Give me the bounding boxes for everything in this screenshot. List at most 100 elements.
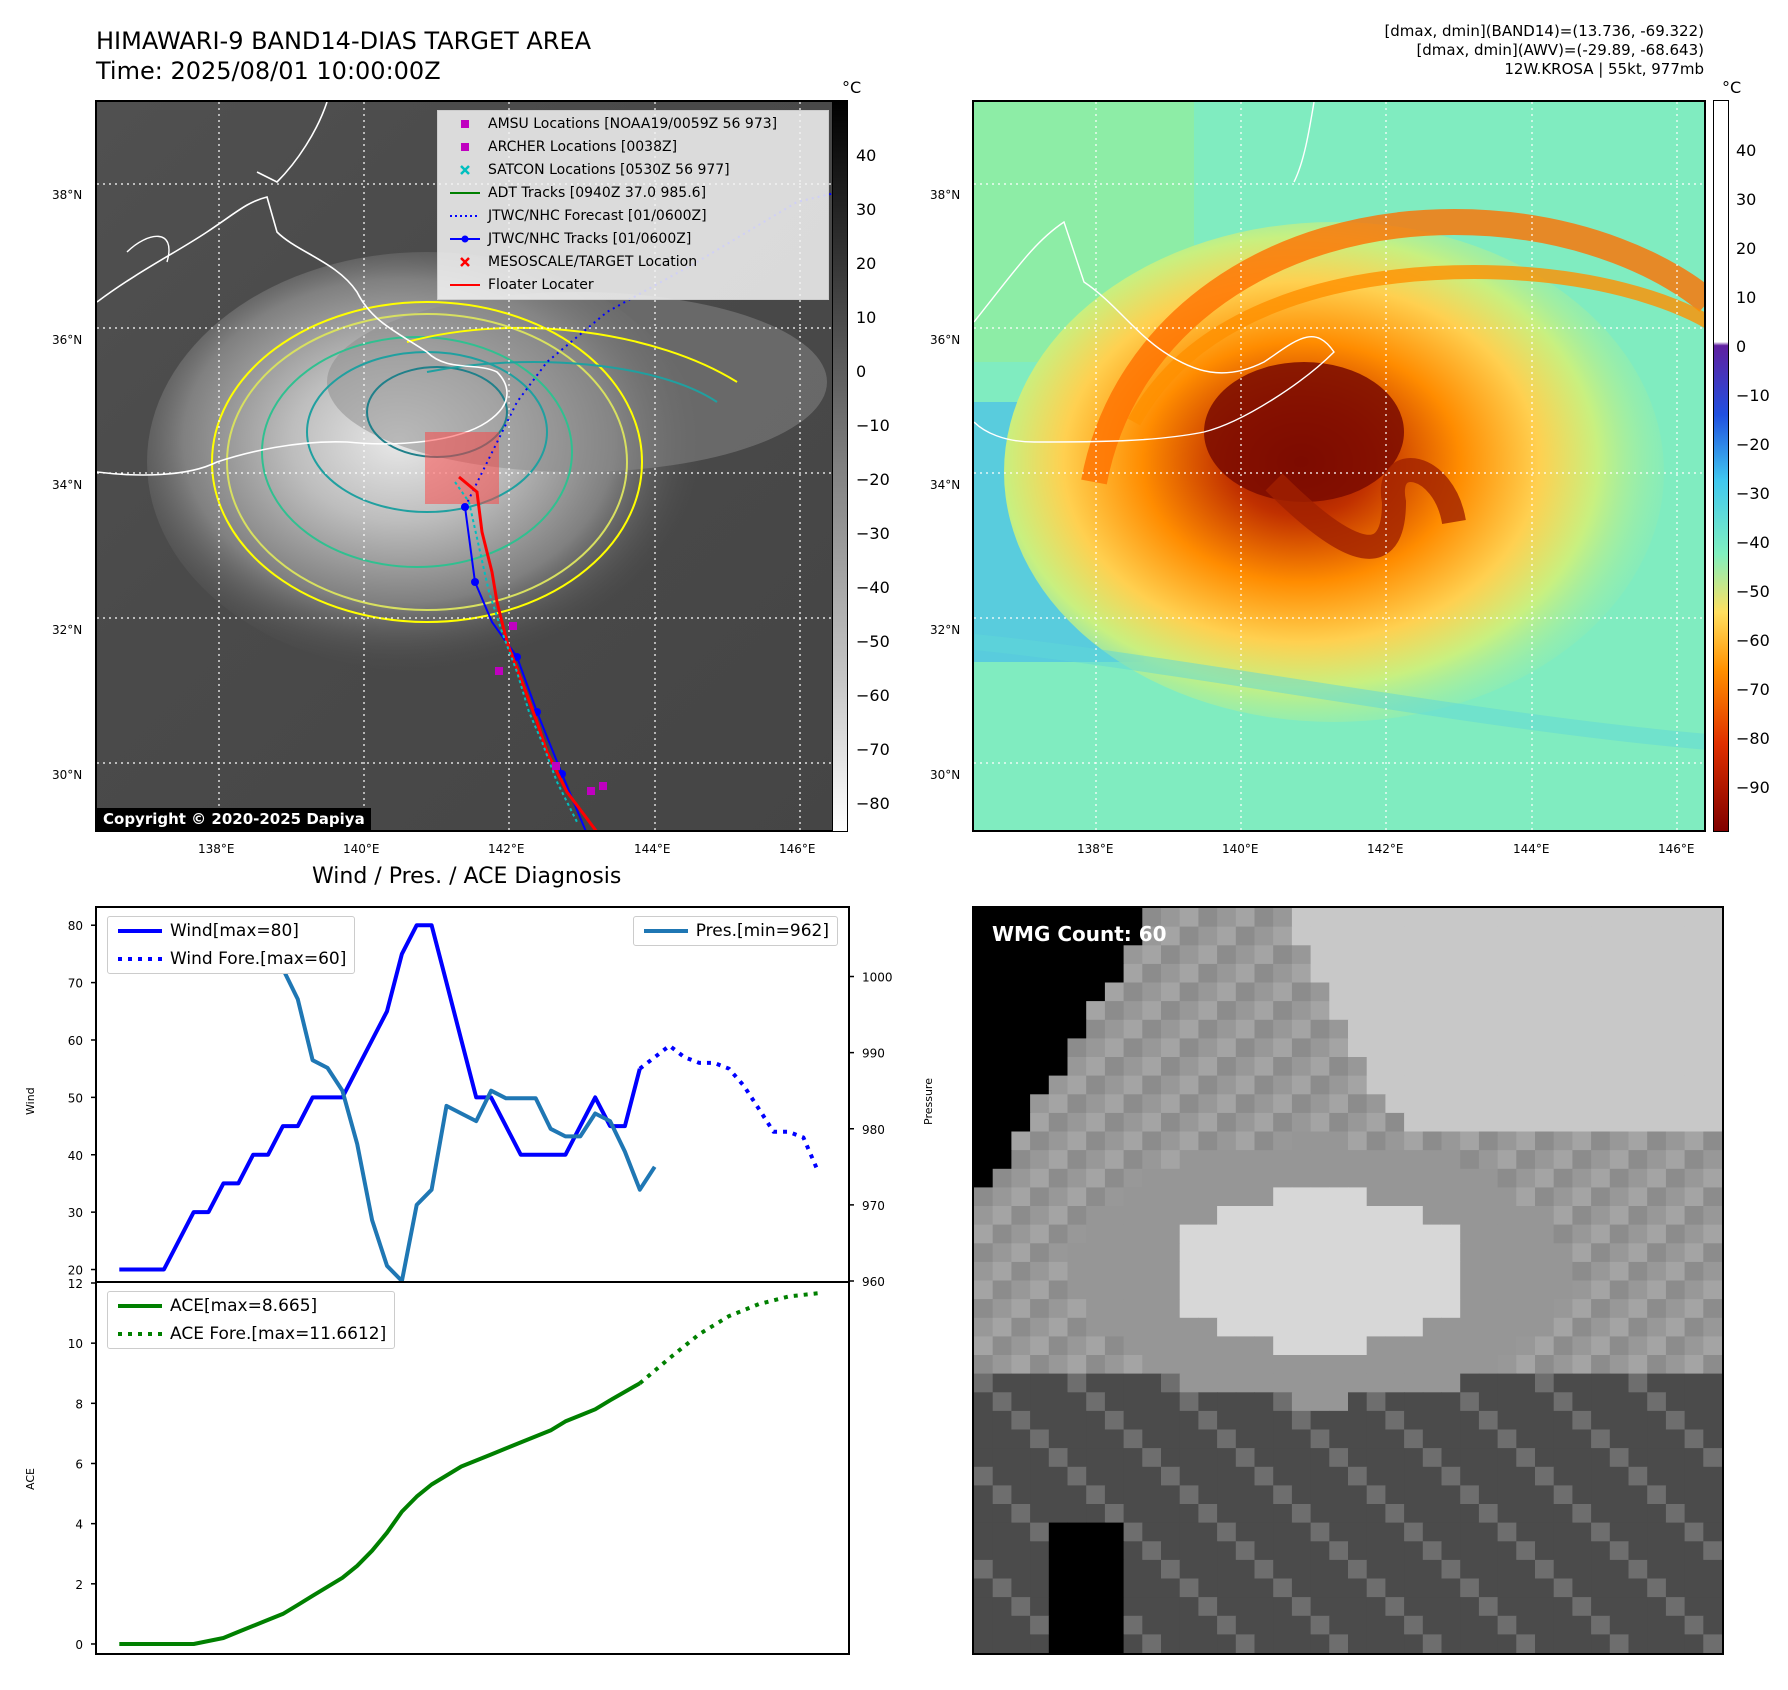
legend-label-wind-fore: Wind Fore.[max=60]: [170, 949, 347, 969]
ir-cb-tick: 0: [856, 362, 867, 381]
lat-tick: 36°N: [930, 333, 961, 347]
legend-label-target: MESOSCALE/TARGET Location: [488, 254, 698, 270]
lat-tick: 36°N: [52, 333, 83, 347]
ace-ytick-label: 12: [68, 1277, 83, 1291]
ir-colorbar: [832, 100, 848, 832]
ir-cb-tick: −40: [856, 578, 890, 597]
map-title: HIMAWARI-9 BAND14-DIAS TARGET AREA Time:…: [96, 26, 591, 86]
legend-item-forecast: JTWC/NHC Forecast [01/0600Z]: [438, 205, 828, 228]
legend-item-satcon: SATCON Locations [0530Z 56 977]: [438, 159, 828, 182]
series-line-wind-forecast: [638, 1043, 821, 1173]
ace-legend: ACE[max=8.665] ACE Fore.[max=11.6612]: [107, 1291, 396, 1349]
awv-cb-tick: −20: [1736, 435, 1770, 454]
blue-line-icon: [118, 929, 162, 933]
legend-label-tracks: JTWC/NHC Tracks [01/0600Z]: [488, 231, 692, 247]
lon-tick: 140°E: [1222, 842, 1259, 856]
awv-cb-tick: −30: [1736, 484, 1770, 503]
awv-cb-tick: 20: [1736, 239, 1757, 258]
series-line-ace: [119, 1381, 641, 1646]
series-line-wind: [119, 923, 642, 1272]
title-line1: HIMAWARI-9 BAND14-DIAS TARGET AREA: [96, 27, 592, 55]
pressure-legend: Pres.[min=962]: [632, 916, 838, 946]
ir-cb-tick: 40: [856, 146, 877, 165]
ir-cb-tick: 30: [856, 200, 877, 219]
ir-cb-tick: 10: [856, 308, 877, 327]
ir-map-panel: AMSU Locations [NOAA19/0059Z 56 973] ARC…: [95, 100, 837, 832]
pressure-ytick-label: 980: [862, 1123, 885, 1137]
legend-label-ace: ACE[max=8.665]: [170, 1296, 318, 1316]
awv-cb-tick: −90: [1736, 778, 1770, 797]
legend-item-ace: ACE[max=8.665]: [108, 1292, 394, 1320]
ace-ytick-label: 0: [75, 1638, 83, 1652]
legend-item-tracks: JTWC/NHC Tracks [01/0600Z]: [438, 228, 828, 251]
blue-dotted-line-icon: [450, 215, 480, 217]
ir-cb-tick: −30: [856, 524, 890, 543]
ir-cb-tick: −20: [856, 470, 890, 489]
lon-tick: 146°E: [1658, 842, 1695, 856]
wind-ytick-label: 80: [68, 919, 83, 933]
red-x-icon: [460, 257, 470, 267]
legend-item-pres: Pres.[min=962]: [634, 917, 837, 945]
title-line2: Time: 2025/08/01 10:00:00Z: [96, 57, 441, 85]
wmg-count-label: WMG Count: 60: [992, 922, 1167, 946]
ace-ytick-label: 8: [75, 1397, 83, 1411]
wind-ytick-label: 40: [68, 1149, 83, 1163]
legend-item-ace-fore: ACE Fore.[max=11.6612]: [108, 1320, 394, 1348]
awv-cb-tick: −70: [1736, 680, 1770, 699]
magenta-square-icon: [461, 120, 469, 128]
ir-cb-tick: −50: [856, 632, 890, 651]
lon-tick: 138°E: [198, 842, 235, 856]
ace-axis-label: ACE: [24, 1468, 37, 1490]
lat-tick: 32°N: [52, 623, 83, 637]
lat-tick: 38°N: [52, 188, 83, 202]
wind-ytick-label: 70: [68, 977, 83, 991]
wind-ytick-label: 20: [68, 1264, 83, 1278]
awv-cb-tick: −10: [1736, 386, 1770, 405]
pressure-ytick-label: 970: [862, 1199, 885, 1213]
legend-label-ace-fore: ACE Fore.[max=11.6612]: [170, 1324, 387, 1344]
series-line-ace-forecast: [638, 1291, 819, 1385]
awv-cb-tick: −80: [1736, 729, 1770, 748]
legend-label-wind: Wind[max=80]: [170, 921, 299, 941]
copyright-label: Copyright © 2020-2025 Dapiya: [97, 808, 371, 830]
ir-colorbar-unit: °C: [842, 78, 862, 97]
pressure-ytick-label: 990: [862, 1047, 885, 1061]
wind-ytick-label: 30: [68, 1206, 83, 1220]
info-line2: [dmax, dmin](AWV)=(-29.89, -68.643): [1416, 41, 1704, 59]
lat-tick: 34°N: [930, 478, 961, 492]
ir-cb-tick: 20: [856, 254, 877, 273]
awv-cb-tick: 10: [1736, 288, 1757, 307]
pressure-ytick-label: 1000: [862, 971, 893, 985]
legend-item-floater: Floater Locater: [438, 274, 828, 297]
lat-tick: 30°N: [52, 768, 83, 782]
storm-info: [dmax, dmin](BAND14)=(13.736, -69.322) […: [1384, 22, 1704, 79]
wind-legend: Wind[max=80] Wind Fore.[max=60]: [107, 916, 356, 974]
ace-ytick-label: 10: [68, 1337, 83, 1351]
legend-item-wind: Wind[max=80]: [108, 917, 354, 945]
blue-dotted-line-icon: [118, 957, 162, 961]
red-line-icon: [450, 284, 480, 286]
magenta-square-icon: [461, 143, 469, 151]
lon-tick: 144°E: [1513, 842, 1550, 856]
awv-cb-tick: −50: [1736, 582, 1770, 601]
diagnosis-title: Wind / Pres. / ACE Diagnosis: [312, 864, 622, 889]
wind-axis-label: Wind: [24, 1087, 37, 1115]
green-dotted-line-icon: [118, 1332, 162, 1336]
wmg-panel: WMG Count: 60: [972, 906, 1724, 1655]
awv-cb-tick: 0: [1736, 337, 1747, 356]
awv-cb-tick: −40: [1736, 533, 1770, 552]
ir-map-image: [97, 102, 835, 830]
lat-tick: 32°N: [930, 623, 961, 637]
lat-tick: 38°N: [930, 188, 961, 202]
legend-item-wind-fore: Wind Fore.[max=60]: [108, 945, 354, 973]
ace-chart: 0 2 4 6 8 10 12 ACE[max=8.665] ACE Fore.[max=1…: [68, 1277, 850, 1655]
blue-line-dot-icon: [450, 235, 480, 243]
wind-ytick-label: 60: [68, 1034, 83, 1048]
ir-cb-tick: −80: [856, 794, 890, 813]
wmg-pixels: [974, 908, 1722, 1653]
info-line1: [dmax, dmin](BAND14)=(13.736, -69.322): [1384, 22, 1704, 40]
awv-cb-tick: −60: [1736, 631, 1770, 650]
legend-item-adt: ADT Tracks [0940Z 37.0 985.6]: [438, 182, 828, 205]
awv-cb-tick: 30: [1736, 190, 1757, 209]
steelblue-line-icon: [643, 929, 688, 933]
